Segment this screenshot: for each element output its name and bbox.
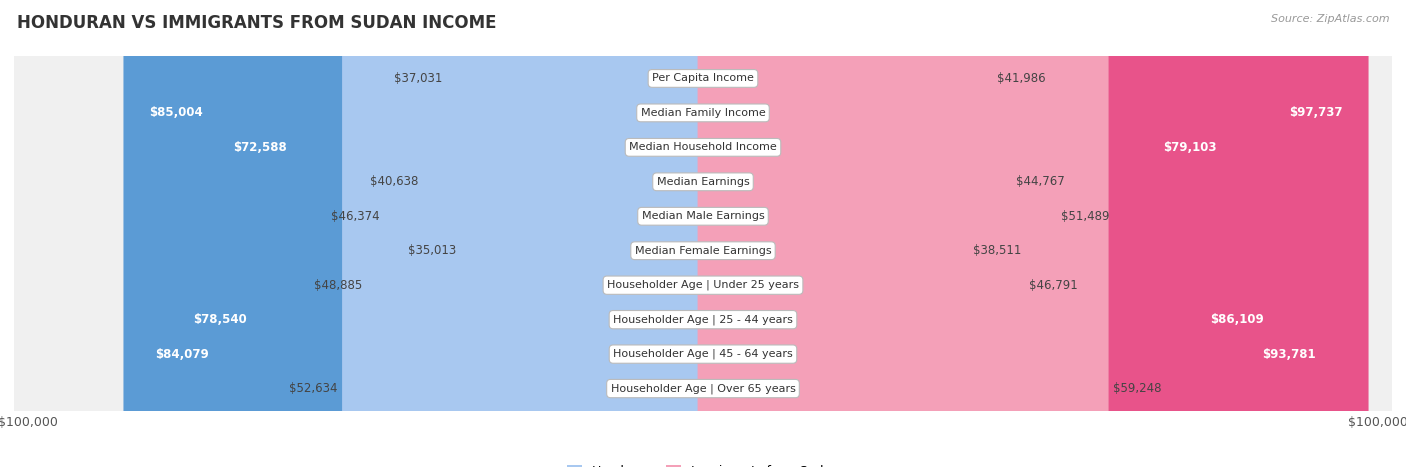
FancyBboxPatch shape bbox=[367, 0, 709, 467]
Text: $86,109: $86,109 bbox=[1211, 313, 1264, 326]
Text: $35,013: $35,013 bbox=[408, 244, 457, 257]
FancyBboxPatch shape bbox=[697, 0, 1341, 467]
Text: Householder Age | Over 65 years: Householder Age | Over 65 years bbox=[610, 383, 796, 394]
FancyBboxPatch shape bbox=[423, 0, 709, 467]
FancyBboxPatch shape bbox=[11, 0, 1395, 467]
Text: $59,248: $59,248 bbox=[1114, 382, 1161, 395]
Text: $52,634: $52,634 bbox=[288, 382, 337, 395]
Text: Householder Age | 25 - 44 years: Householder Age | 25 - 44 years bbox=[613, 314, 793, 325]
Text: $84,079: $84,079 bbox=[156, 347, 209, 361]
FancyBboxPatch shape bbox=[697, 0, 1243, 467]
FancyBboxPatch shape bbox=[11, 0, 1395, 467]
FancyBboxPatch shape bbox=[697, 0, 1056, 467]
Text: $93,781: $93,781 bbox=[1263, 347, 1316, 361]
Text: Median Earnings: Median Earnings bbox=[657, 177, 749, 187]
FancyBboxPatch shape bbox=[697, 0, 1291, 467]
Text: $46,374: $46,374 bbox=[330, 210, 380, 223]
Text: $46,791: $46,791 bbox=[1029, 279, 1078, 292]
FancyBboxPatch shape bbox=[11, 0, 1395, 467]
FancyBboxPatch shape bbox=[342, 0, 709, 467]
Text: Householder Age | Under 25 years: Householder Age | Under 25 years bbox=[607, 280, 799, 290]
Text: $85,004: $85,004 bbox=[149, 106, 202, 120]
FancyBboxPatch shape bbox=[207, 0, 709, 467]
FancyBboxPatch shape bbox=[697, 0, 1025, 467]
FancyBboxPatch shape bbox=[124, 0, 709, 467]
Text: Median Family Income: Median Family Income bbox=[641, 108, 765, 118]
FancyBboxPatch shape bbox=[11, 0, 1395, 467]
Text: $79,103: $79,103 bbox=[1164, 141, 1218, 154]
Text: Per Capita Income: Per Capita Income bbox=[652, 73, 754, 84]
Text: $41,986: $41,986 bbox=[997, 72, 1045, 85]
FancyBboxPatch shape bbox=[697, 0, 1011, 467]
FancyBboxPatch shape bbox=[11, 0, 1395, 467]
Text: $37,031: $37,031 bbox=[394, 72, 443, 85]
Text: $38,511: $38,511 bbox=[973, 244, 1022, 257]
FancyBboxPatch shape bbox=[697, 0, 993, 467]
FancyBboxPatch shape bbox=[11, 0, 1395, 467]
FancyBboxPatch shape bbox=[447, 0, 709, 467]
Text: $97,737: $97,737 bbox=[1289, 106, 1343, 120]
Text: HONDURAN VS IMMIGRANTS FROM SUDAN INCOME: HONDURAN VS IMMIGRANTS FROM SUDAN INCOME bbox=[17, 14, 496, 32]
Text: Source: ZipAtlas.com: Source: ZipAtlas.com bbox=[1271, 14, 1389, 24]
Text: Median Female Earnings: Median Female Earnings bbox=[634, 246, 772, 256]
FancyBboxPatch shape bbox=[461, 0, 709, 467]
FancyBboxPatch shape bbox=[697, 0, 1368, 467]
Text: $48,885: $48,885 bbox=[315, 279, 363, 292]
Text: $78,540: $78,540 bbox=[193, 313, 246, 326]
FancyBboxPatch shape bbox=[697, 0, 1108, 467]
Text: $44,767: $44,767 bbox=[1015, 175, 1064, 188]
FancyBboxPatch shape bbox=[11, 0, 1395, 467]
Text: Median Male Earnings: Median Male Earnings bbox=[641, 211, 765, 221]
Text: $40,638: $40,638 bbox=[370, 175, 419, 188]
FancyBboxPatch shape bbox=[11, 0, 1395, 467]
Legend: Honduran, Immigrants from Sudan: Honduran, Immigrants from Sudan bbox=[562, 460, 844, 467]
Text: Median Household Income: Median Household Income bbox=[628, 142, 778, 152]
FancyBboxPatch shape bbox=[384, 0, 709, 467]
FancyBboxPatch shape bbox=[167, 0, 709, 467]
FancyBboxPatch shape bbox=[11, 0, 1395, 467]
FancyBboxPatch shape bbox=[129, 0, 709, 467]
Text: $51,489: $51,489 bbox=[1062, 210, 1109, 223]
FancyBboxPatch shape bbox=[697, 0, 969, 467]
Text: Householder Age | 45 - 64 years: Householder Age | 45 - 64 years bbox=[613, 349, 793, 359]
Text: $72,588: $72,588 bbox=[233, 141, 287, 154]
FancyBboxPatch shape bbox=[11, 0, 1395, 467]
